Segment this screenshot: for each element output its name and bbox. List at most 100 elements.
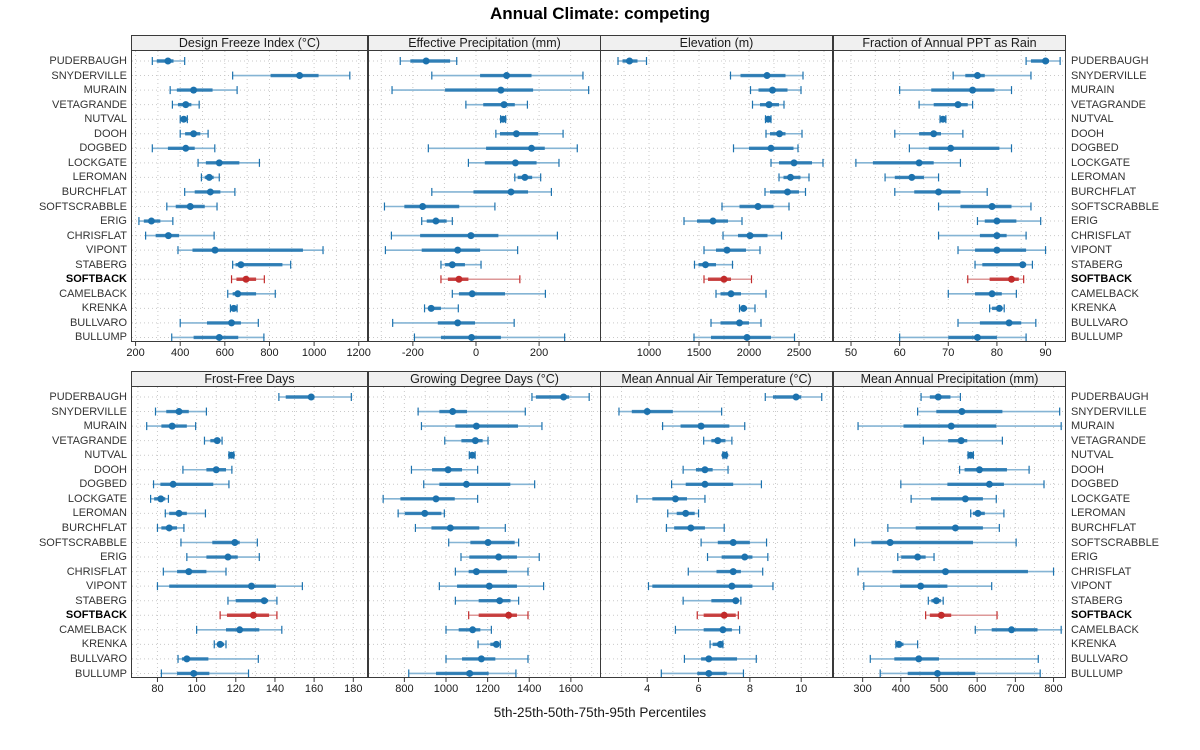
percentile-row-camelback [974,625,1062,634]
percentile-row-vipont [177,246,324,255]
percentile-row-murain [899,86,1013,95]
panel-canvas-effective-precipitation-mm [369,51,600,341]
percentile-row-bullump [160,669,250,677]
site-label-left-snyderville: SNYDERVILLE [51,405,127,418]
panel-growing-degree-days-c [368,386,601,678]
site-label-left-murain: MURAIN [83,84,127,97]
panel-header-mean-annual-air-temperature-c: Mean Annual Air Temperature (°C) [600,371,833,386]
percentile-row-dooh [495,129,564,138]
percentile-row-bullvaro [710,318,762,327]
percentile-row-bullvaro [179,318,259,327]
percentile-row-krenka [213,640,227,649]
site-label-left-lockgate: LOCKGATE [67,492,127,505]
tick-label-elevation-m: 1000 [636,347,662,359]
percentile-row-staberg [454,596,520,605]
percentile-row-leroman [970,509,1005,518]
percentile-row-snyderville [729,71,804,80]
panel-mean-annual-precipitation-mm [833,386,1066,678]
panel-canvas-growing-degree-days-c [369,387,600,677]
percentile-row-softback [925,611,998,620]
percentile-row-vetagrande [444,436,489,445]
percentile-row-bullump [413,333,566,341]
percentile-row-nutval [499,115,507,124]
percentile-row-vipont [156,582,303,591]
percentile-row-lockgate [197,158,261,167]
percentile-row-softback [967,275,1025,284]
panel-elevation-m [600,50,833,342]
tick-label-growing-degree-days-c: 1200 [475,683,500,695]
site-label-right-vipont: VIPONT [1071,244,1112,257]
tick-label-design-freeze-index-c: 800 [260,347,279,359]
percentile-row-dogbed [670,480,763,489]
site-label-left-nutval: NUTVAL [84,113,127,126]
tick-label-frost-free-days: 120 [226,683,245,695]
tick-label-design-freeze-index-c: 1000 [301,347,327,359]
percentile-row-murain [146,422,197,431]
site-label-left-erig: ERIG [100,215,127,228]
percentile-row-leroman [884,173,940,182]
panel-header-growing-degree-days-c: Growing Degree Days (°C) [368,371,601,386]
site-label-right-staberg: STABERG [1071,594,1123,607]
site-label-left-bullvaro: BULLVARO [69,652,127,665]
tick-label-frost-free-days: 80 [151,683,164,695]
percentile-row-burchflat [665,523,725,532]
percentile-row-chrisflat [390,231,558,240]
site-label-right-snyderville: SNYDERVILLE [1071,405,1147,418]
percentile-row-murain [857,422,1062,431]
percentile-row-burchflat [156,523,185,532]
site-label-right-bullump: BULLUMP [1071,667,1123,680]
percentile-row-bullump [899,333,1027,341]
tick-label-mean-annual-air-temperature-c: 4 [644,683,651,695]
percentile-row-erig [897,553,935,562]
percentile-row-puderbaugh [151,57,186,65]
tick-label-fraction-of-annual-ppt-as-rain: 60 [893,347,906,359]
percentile-row-bullvaro [957,318,1037,327]
percentile-row-vetagrande [751,100,785,109]
tick-label-frost-free-days: 160 [304,683,324,695]
percentile-row-staberg [227,596,278,605]
site-label-left-vetagrande: VETAGRANDE [52,434,127,447]
percentile-row-nutval [967,451,975,460]
percentile-row-leroman [514,173,542,182]
percentile-row-murain [661,422,746,431]
percentile-row-puderbaugh [531,393,590,401]
site-label-left-softback: SOFTBACK [65,273,127,286]
site-label-right-bullvaro: BULLVARO [1071,652,1129,665]
tick-label-frost-free-days: 100 [187,683,206,695]
site-label-right-dooh: DOOH [1071,127,1104,140]
tick-label-effective-precipitation-mm: -200 [401,347,424,359]
percentile-row-puderbaugh [278,393,352,401]
percentile-row-bullvaro [392,318,515,327]
tick-label-growing-degree-days-c: 800 [395,683,414,695]
site-label-left-burchflat: BURCHFLAT [61,522,127,534]
site-label-left-erig: ERIG [100,551,127,563]
percentile-row-lockgate [150,494,170,503]
site-label-left-leroman: LEROMAN [72,171,127,184]
percentile-row-camelback [715,289,767,298]
site-label-left-bullump: BULLUMP [75,667,127,680]
axis-caption: 5th-25th-50th-75th-95th Percentiles [493,705,707,720]
percentile-row-camelback [196,625,283,634]
percentile-row-softback [440,275,521,284]
percentile-row-softscrabble [721,202,790,211]
percentile-row-erig [186,553,260,562]
percentile-row-camelback [674,625,741,634]
percentile-row-erig [976,217,1042,226]
site-label-left-staberg: STABERG [75,594,127,607]
site-label-left-dooh: DOOH [94,127,127,140]
percentile-row-erig [683,217,743,226]
site-label-left-bullvaro: BULLVARO [69,316,127,329]
percentile-row-vipont [863,582,993,591]
percentile-row-chrisflat [145,231,215,240]
panel-header-elevation-m: Elevation (m) [600,35,833,50]
percentile-row-camelback [947,289,1017,298]
percentile-row-bullump [171,333,265,341]
site-label-left-chrisflat: CHRISFLAT [66,229,127,242]
site-label-right-burchflat: BURCHFLAT [1071,186,1137,198]
percentile-row-staberg [927,596,944,605]
site-label-left-dogbed: DOGBED [79,478,127,491]
percentile-row-puderbaugh [617,57,648,65]
percentile-row-dogbed [900,480,1045,489]
percentile-row-snyderville [154,407,208,416]
percentile-row-nutval [468,451,476,460]
